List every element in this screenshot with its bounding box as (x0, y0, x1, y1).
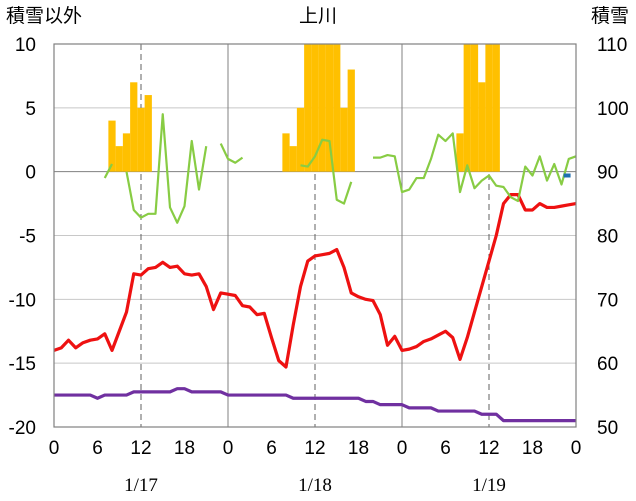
right-tick-label: 70 (597, 290, 618, 311)
x-tick-label: 6 (92, 438, 103, 459)
x-tick-label: 18 (348, 438, 369, 459)
x-tick-label: 12 (130, 438, 151, 459)
snowfall-bar (492, 44, 500, 172)
left-tick-label: 0 (25, 163, 36, 184)
series-line-1-segment (300, 138, 353, 205)
left-tick-label: -20 (9, 418, 36, 439)
x-tick-label: 0 (223, 438, 234, 459)
right-tick-label: 60 (597, 354, 618, 375)
snowfall-bar (478, 82, 486, 172)
date-label: 1/18 (298, 475, 332, 496)
left-tick-label: 10 (15, 35, 36, 56)
right-tick-label: 90 (597, 163, 618, 184)
series-line-1-segment (373, 132, 577, 203)
series-line-0 (53, 193, 577, 369)
snowfall-bar (318, 44, 326, 172)
x-tick-label: 0 (397, 438, 408, 459)
snowfall-bar (340, 107, 348, 172)
snowfall-bar (289, 146, 297, 172)
snowfall-bar (470, 44, 479, 172)
series-line-2 (54, 387, 576, 423)
snowfall-bar (115, 146, 123, 172)
snowfall-bar (311, 44, 319, 172)
snowfall-bar (325, 44, 334, 172)
right-tick-label: 110 (597, 35, 627, 56)
series-line-1-segment (125, 113, 208, 224)
x-tick-label: 18 (522, 438, 543, 459)
snowfall-bar (130, 82, 138, 172)
small-marker (563, 173, 571, 178)
series-lines (53, 113, 577, 423)
left-tick-label: -5 (19, 227, 36, 248)
left-axis-label: 積雪以外 (6, 5, 82, 27)
snowfall-bar (304, 44, 312, 172)
left-tick-label: -15 (9, 354, 36, 375)
x-tick-label: 0 (49, 438, 60, 459)
x-tick-label: 6 (440, 438, 451, 459)
snowfall-bar (333, 44, 341, 172)
right-tick-label: 100 (597, 99, 629, 120)
snowfall-bar (485, 44, 493, 172)
snowfall-bar (282, 133, 290, 172)
chart-title: 上川 (299, 5, 337, 27)
right-axis-label: 積雪 (591, 5, 629, 27)
snowfall-bar (122, 133, 131, 172)
snowfall-bar (347, 69, 355, 172)
right-tick-label: 50 (597, 418, 618, 439)
x-tick-label: 0 (571, 438, 582, 459)
snowfall-bar (137, 107, 145, 172)
series-line-1-segment (219, 143, 244, 164)
right-tick-label: 80 (597, 227, 618, 248)
snowfall-bar (296, 107, 305, 172)
plot-frame (53, 43, 577, 428)
snowfall-bar (108, 120, 116, 172)
date-label: 1/19 (472, 475, 506, 496)
snowfall-bar (463, 44, 471, 172)
left-tick-label: 5 (25, 99, 36, 120)
x-tick-label: 18 (174, 438, 195, 459)
snowfall-bar (144, 95, 152, 172)
snowfall-bar (456, 133, 464, 172)
left-tick-label: -10 (9, 290, 36, 311)
x-tick-label: 6 (266, 438, 277, 459)
x-tick-label: 12 (304, 438, 325, 459)
x-tick-label: 12 (478, 438, 499, 459)
series-line-1-segment (103, 163, 113, 179)
date-label: 1/17 (124, 475, 158, 496)
snowfall-bars (108, 44, 500, 172)
